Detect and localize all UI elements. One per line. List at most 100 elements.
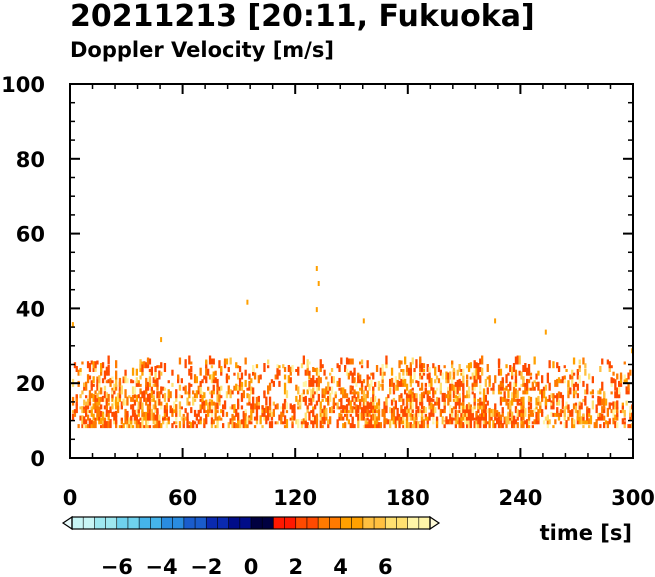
echo-cell xyxy=(276,403,279,410)
echo-cell xyxy=(370,414,373,421)
echo-cell xyxy=(203,392,206,399)
echo-cell xyxy=(582,413,585,421)
echo-cell xyxy=(471,407,474,414)
echo-cell xyxy=(559,410,563,417)
echo-cell xyxy=(512,381,516,387)
echo-cell xyxy=(368,424,371,429)
echo-cell xyxy=(533,356,536,365)
echo-cell xyxy=(360,359,364,365)
y-tick-label: 100 xyxy=(1,73,45,97)
echo-cell xyxy=(614,414,617,421)
echo-cell xyxy=(186,397,189,406)
echo-cell xyxy=(154,380,157,387)
echo-cell xyxy=(389,419,392,425)
echo-cell xyxy=(432,398,435,402)
echo-cell xyxy=(567,383,570,391)
echo-cell xyxy=(400,393,403,399)
echo-cell xyxy=(143,416,146,421)
echo-cell xyxy=(214,377,217,384)
echo-cell xyxy=(229,406,232,410)
echo-cell xyxy=(100,417,103,421)
echo-cell xyxy=(255,396,259,402)
echo-cell xyxy=(345,398,349,402)
echo-cell xyxy=(584,399,587,406)
echo-cell xyxy=(96,376,99,380)
echo-cell xyxy=(162,386,165,391)
echo-cell xyxy=(278,369,281,376)
echo-cell xyxy=(586,413,589,421)
echo-cell xyxy=(323,388,326,395)
echo-cell xyxy=(317,378,320,387)
chart-title: 20211213 [20:11, Fukuoka] xyxy=(70,0,535,34)
echo-cell xyxy=(314,391,317,395)
echo-cell xyxy=(111,376,114,380)
echo-cell xyxy=(614,407,617,414)
echo-cell xyxy=(372,393,375,402)
echo-cell xyxy=(162,394,165,399)
echo-cell xyxy=(178,401,182,410)
echo-cell xyxy=(514,398,518,402)
echo-cell xyxy=(291,405,294,410)
echo-cell xyxy=(233,406,236,410)
echo-cell xyxy=(216,387,219,395)
echo-cell xyxy=(627,424,630,429)
echo-cell xyxy=(623,424,626,429)
echo-cell xyxy=(526,378,529,387)
echo-cell xyxy=(103,413,107,417)
echo-cell xyxy=(529,396,533,402)
echo-cell xyxy=(205,366,208,376)
echo-cell xyxy=(229,418,232,425)
echo-cell xyxy=(428,412,431,421)
echo-cell xyxy=(347,397,350,406)
echo-cell xyxy=(434,407,437,414)
echo-cell xyxy=(475,413,478,421)
echo-cell xyxy=(559,409,563,414)
echo-cell xyxy=(83,406,86,410)
echo-cell xyxy=(96,414,99,421)
echo-cell xyxy=(327,419,330,425)
echo-cell xyxy=(71,413,75,421)
echo-cell xyxy=(372,407,375,414)
echo-cell xyxy=(447,396,450,406)
echo-cell xyxy=(374,406,377,414)
echo-cell xyxy=(131,394,135,402)
echo-cell xyxy=(544,416,548,421)
echo-cell xyxy=(237,404,240,410)
echo-cell xyxy=(92,361,95,369)
echo-cell xyxy=(94,402,97,410)
echo-cell xyxy=(467,421,471,429)
echo-cell xyxy=(98,382,101,391)
echo-cell xyxy=(586,418,589,425)
echo-cell xyxy=(445,394,448,399)
echo-cell xyxy=(492,385,495,391)
echo-cell xyxy=(556,378,559,387)
echo-cell xyxy=(473,382,476,387)
echo-cell xyxy=(520,411,523,417)
echo-cell xyxy=(434,390,437,395)
echo-cell xyxy=(584,389,587,395)
echo-cell xyxy=(482,418,486,425)
echo-cell xyxy=(220,368,223,376)
echo-cell xyxy=(205,399,208,406)
echo-cell xyxy=(497,384,501,391)
echo-cell xyxy=(252,365,255,372)
echo-cell xyxy=(405,383,409,391)
echo-cell xyxy=(171,369,174,376)
echo-cell xyxy=(552,393,555,399)
echo-cell xyxy=(576,411,579,421)
echo-cell xyxy=(272,380,275,387)
echo-cell xyxy=(173,406,176,414)
echo-cell xyxy=(308,402,311,406)
echo-cell xyxy=(462,368,465,376)
echo-cell xyxy=(308,370,311,376)
echo-cell xyxy=(574,381,578,387)
echo-cell xyxy=(156,397,159,406)
echo-cell xyxy=(131,404,135,414)
echo-cell xyxy=(225,391,229,399)
echo-cell xyxy=(107,371,110,376)
echo-cell xyxy=(353,377,356,384)
echo-cell xyxy=(415,421,418,429)
echo-cell xyxy=(546,424,549,429)
echo-cell xyxy=(338,412,341,417)
